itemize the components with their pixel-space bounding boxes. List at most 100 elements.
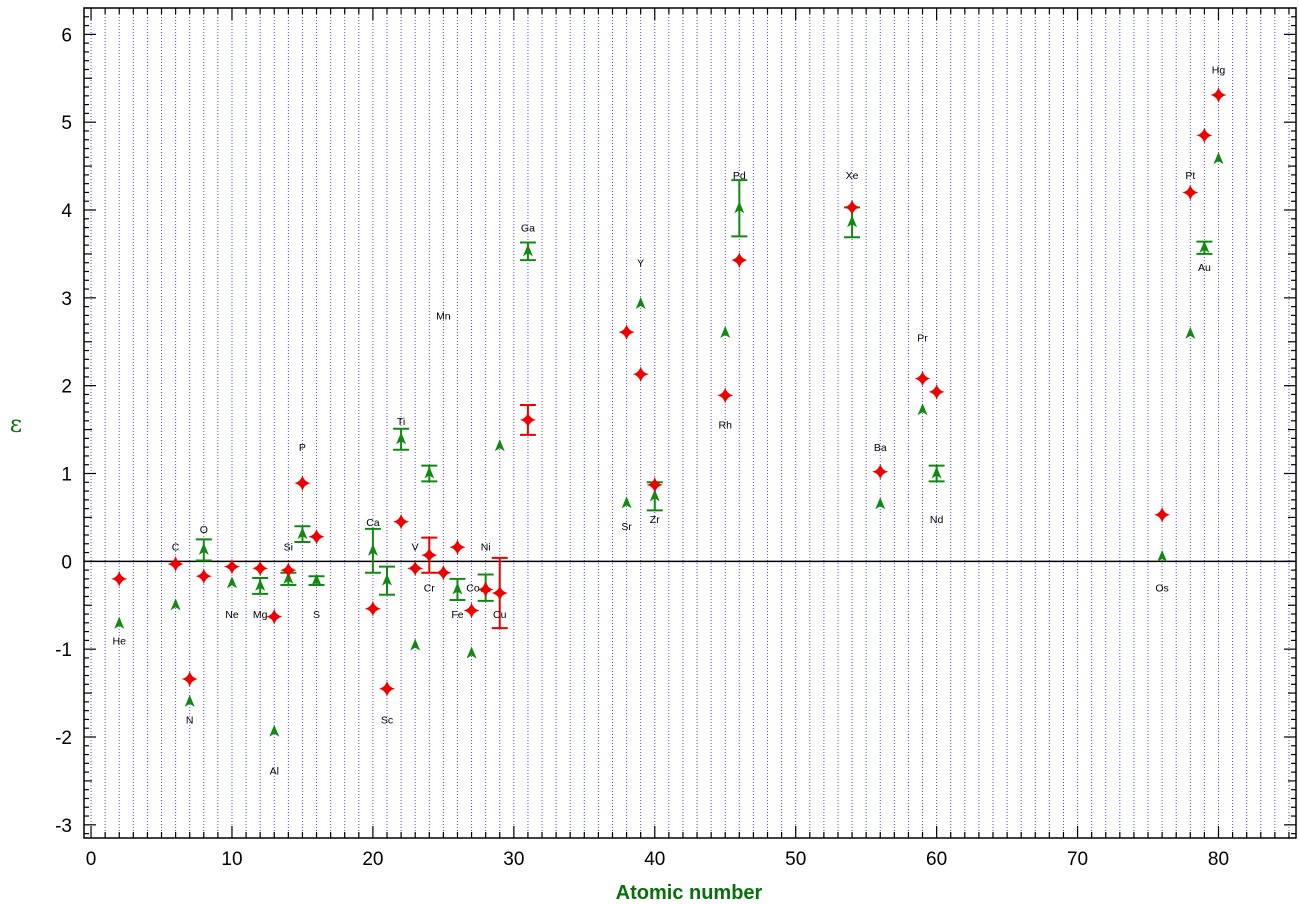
green-triangle-marker: [522, 244, 533, 257]
red-diamond-marker: [1154, 506, 1171, 523]
axis-ticks: 0 10 20 30 40 50 60 70 80 -3 -2 -1 0 1 2 3 4 5 6: [55, 7, 1296, 870]
element-label: P: [299, 442, 306, 454]
element-label: Si: [284, 541, 293, 553]
green-triangle-marker: [269, 724, 280, 737]
element-label: Nd: [930, 514, 944, 526]
element-labels: He C N O Ne Mg Al Si P S Ca Sc Ti V Cr Mn Ni Co Fe Cu Ga Sr Y Z…: [113, 64, 1226, 777]
red-diamond-marker: [717, 387, 734, 404]
element-label: Mn: [436, 310, 451, 322]
green-triangle-marker: [494, 439, 505, 452]
red-diamond-marker: [252, 560, 269, 577]
green-triangle-marker: [184, 694, 195, 707]
x-tick-label: 60: [926, 849, 947, 870]
red-diamond-marker: [463, 602, 480, 619]
green-triangle-marker: [382, 573, 392, 586]
red-diamond-marker: [872, 463, 889, 480]
element-label: Ti: [397, 416, 405, 428]
green-triangle-marker: [424, 466, 435, 479]
green-triangle-marker: [734, 201, 745, 214]
red-diamond-marker: [280, 562, 297, 579]
element-label: Hg: [1212, 64, 1226, 76]
green-triangle-marker: [226, 576, 237, 589]
y-tick-label: 6: [61, 25, 72, 46]
y-axis-title: ε: [10, 410, 22, 438]
red-diamond-marker: [111, 570, 128, 587]
element-label: V: [412, 541, 419, 553]
green-triangle-marker: [635, 296, 646, 309]
element-label: Fe: [451, 609, 463, 621]
red-diamond-marker: [407, 560, 424, 577]
green-triangle-marker: [297, 527, 308, 540]
green-triangle-marker: [1185, 326, 1196, 339]
element-label: S: [313, 609, 320, 621]
y-tick-label: 4: [61, 201, 72, 222]
red-diamond-marker: [435, 564, 452, 581]
red-diamond-marker: [294, 475, 311, 492]
green-triangle-marker: [466, 646, 477, 659]
x-tick-label: 10: [221, 849, 242, 870]
green-triangle-marker: [1157, 549, 1168, 562]
red-diamond-marker: [914, 370, 931, 387]
green-triangle-marker: [410, 638, 421, 651]
element-label: Al: [270, 765, 279, 777]
red-diamond-marker: [308, 528, 325, 545]
red-diamond-marker: [421, 547, 438, 564]
element-label: N: [186, 714, 194, 726]
element-label: C: [172, 541, 180, 553]
green-triangle-marker: [875, 497, 886, 510]
red-diamond-marker: [844, 199, 861, 216]
red-diamond-marker: [519, 411, 536, 428]
y-tick-label: 5: [61, 113, 72, 134]
green-triangle-marker: [114, 616, 125, 629]
green-triangle-marker: [1213, 152, 1224, 165]
green-triangle-marker: [917, 403, 928, 416]
element-label: Ga: [521, 223, 535, 235]
element-label: Ba: [874, 442, 887, 454]
green-triangle-marker: [170, 598, 181, 611]
element-label: Cr: [424, 583, 436, 595]
red-diamond-marker: [393, 513, 410, 530]
element-label: O: [200, 524, 208, 536]
element-label: Au: [1198, 262, 1211, 274]
y-tick-label: -2: [55, 728, 72, 749]
element-label: Sc: [381, 714, 393, 726]
vertical-grid: [90, 8, 1290, 838]
x-axis-title: Atomic number: [616, 882, 763, 904]
green-triangle-marker: [311, 573, 322, 586]
red-diamond-marker: [491, 584, 508, 601]
plot-background: [84, 8, 1296, 838]
red-diamond-marker: [1196, 127, 1213, 144]
element-label: Zr: [650, 514, 660, 526]
plot-frame: [83, 7, 1297, 839]
element-label: Xe: [846, 170, 859, 182]
red-diamond-marker: [731, 252, 748, 269]
green-triangle-marker: [396, 432, 407, 445]
element-label: Ne: [225, 609, 239, 621]
red-diamond-marker: [646, 476, 663, 493]
y-tick-label: 1: [61, 465, 72, 486]
element-label: Co: [466, 583, 480, 595]
red-diamond-marker: [618, 324, 635, 341]
x-tick-label: 50: [785, 849, 806, 870]
element-label: Pt: [1185, 170, 1195, 182]
y-tick-label: 2: [61, 377, 72, 398]
red-diamond-marker: [449, 539, 466, 556]
x-tick-label: 20: [362, 849, 383, 870]
red-diamond-marker: [928, 383, 945, 400]
element-label: Ni: [481, 541, 491, 553]
green-triangle-marker: [198, 542, 209, 555]
green-triangle-marker: [452, 582, 463, 595]
red-diamond-marker: [195, 568, 212, 585]
x-tick-label: 80: [1208, 849, 1229, 870]
red-diamond-marker: [379, 680, 395, 697]
x-tick-label: 40: [644, 849, 665, 870]
red-diamond-marker: [1182, 184, 1199, 201]
green-triangle-marker: [255, 578, 266, 591]
red-diamond-marker: [223, 558, 240, 575]
element-label: Cu: [493, 609, 507, 621]
element-label: Pr: [917, 332, 928, 344]
red-diamond-marker: [167, 555, 184, 572]
green-triangle-marker: [720, 325, 731, 338]
x-tick-label: 0: [86, 849, 97, 870]
